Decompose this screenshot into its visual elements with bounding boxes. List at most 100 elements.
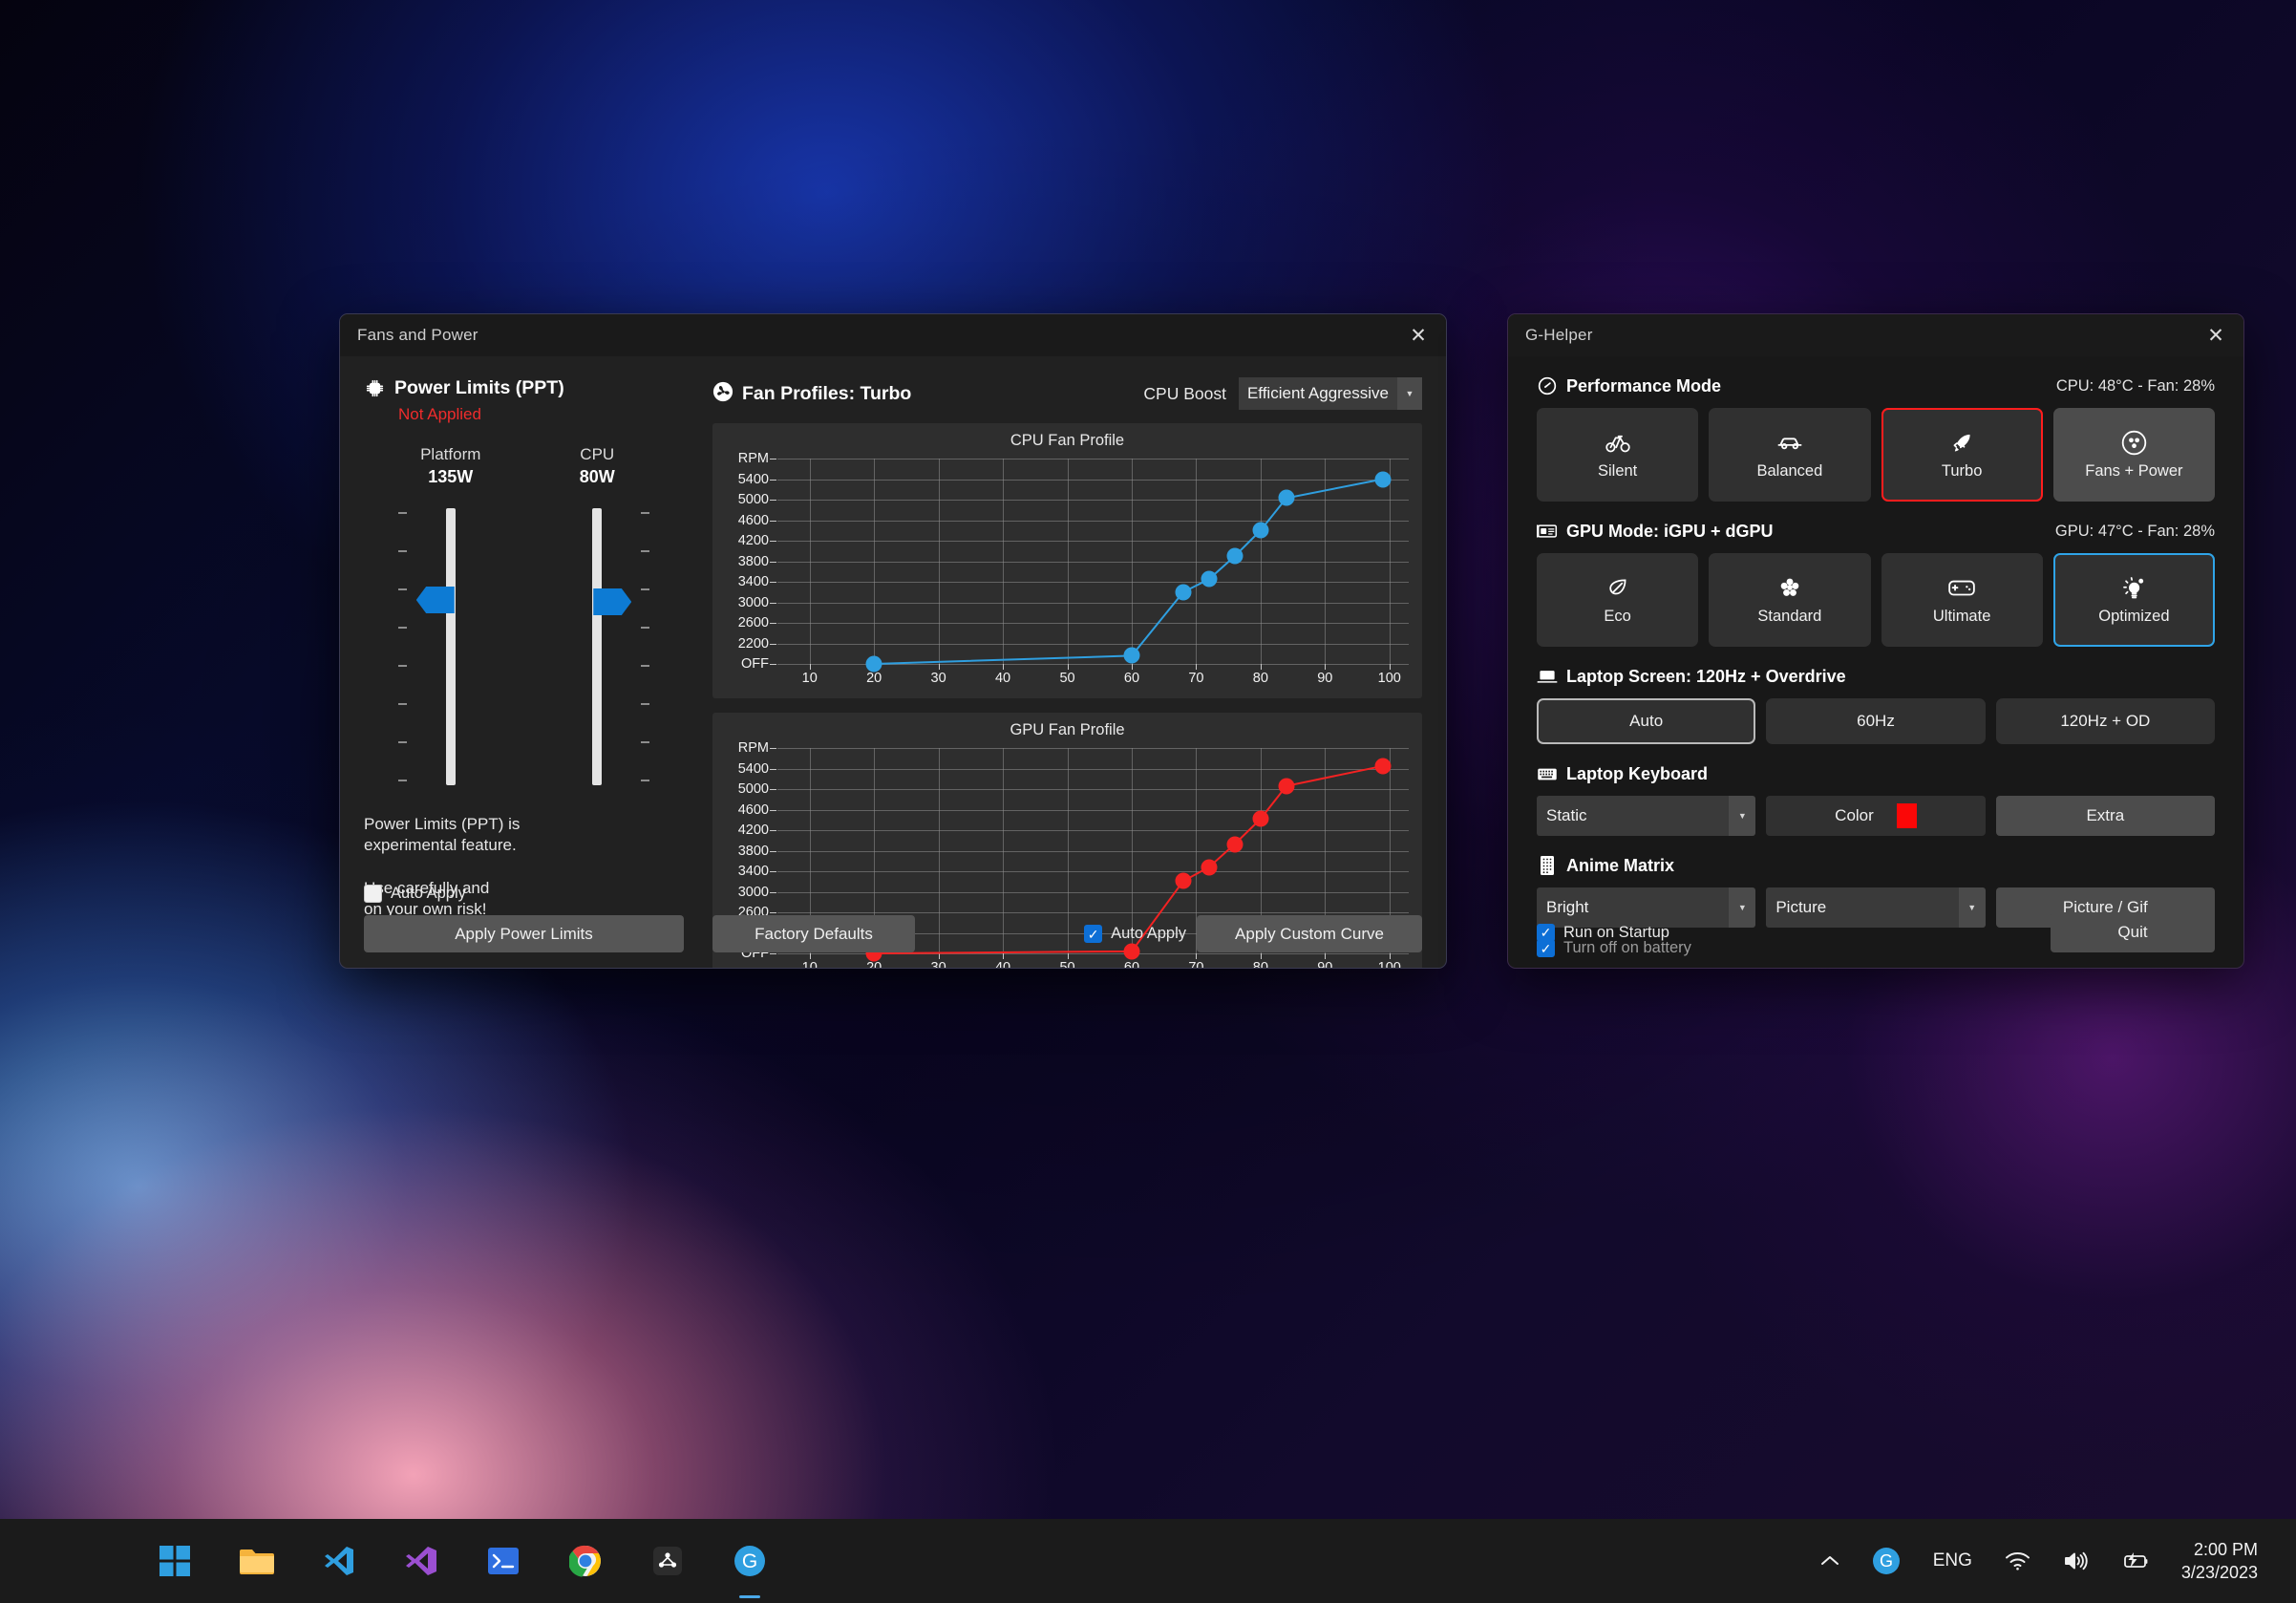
svg-text:G: G: [742, 1550, 757, 1572]
chart-data-point[interactable]: [1252, 522, 1269, 539]
performance-tile-turbo[interactable]: Turbo: [1881, 408, 2043, 502]
chart-data-point[interactable]: [1226, 547, 1244, 565]
chart-data-point[interactable]: [1123, 647, 1140, 664]
gpu-tile-ultimate[interactable]: Ultimate: [1881, 553, 2043, 647]
factory-defaults-button[interactable]: Factory Defaults: [712, 915, 915, 952]
keyboard-mode-value: Static: [1537, 796, 1730, 836]
chart-data-point[interactable]: [1201, 570, 1218, 588]
chart-x-label: 10: [801, 960, 818, 969]
chart-x-tick: [1260, 953, 1262, 959]
cpu-slider-ticks: [641, 508, 649, 785]
chart-y-tick: [770, 912, 776, 913]
chart-data-point[interactable]: [1123, 943, 1140, 960]
chart-gridline: [1067, 748, 1069, 953]
chart-gridline: [777, 664, 1409, 665]
chart-gridline: [777, 623, 1409, 624]
chart-gridline: [777, 459, 1409, 460]
chart-gridline: [777, 643, 1409, 645]
start-icon[interactable]: [134, 1519, 216, 1603]
battery-charging-icon[interactable]: [2105, 1519, 2166, 1603]
chevron-down-icon[interactable]: ▼: [1958, 887, 1986, 928]
anime-turn-off-row[interactable]: Turn off on battery: [1537, 939, 2215, 957]
ppt-auto-apply-row[interactable]: Auto Apply: [364, 885, 684, 903]
cpu-slider-thumb[interactable]: [593, 588, 632, 615]
tray-g-helper-icon[interactable]: G: [1856, 1519, 1917, 1603]
performance-mode-header: Performance Mode CPU: 48°C - Fan: 28%: [1537, 375, 2215, 396]
apply-power-limits-button[interactable]: Apply Power Limits: [364, 915, 684, 952]
curve-auto-apply-row[interactable]: Auto Apply: [1084, 925, 1186, 943]
screen-option-60hz[interactable]: 60Hz: [1766, 698, 1986, 744]
cpu-boost-dropdown[interactable]: Efficient Aggressive ▼: [1238, 377, 1422, 410]
performance-tile-balanced[interactable]: Balanced: [1709, 408, 1871, 502]
chart-data-point[interactable]: [1374, 471, 1392, 487]
platform-power-slider[interactable]: [377, 508, 524, 785]
chart-x-label: 20: [866, 671, 882, 686]
screen-option-auto[interactable]: Auto: [1537, 698, 1756, 744]
chevron-down-icon[interactable]: ▼: [1729, 796, 1756, 836]
chart-series-line: [874, 478, 1384, 665]
chart-data-point[interactable]: [1278, 489, 1295, 506]
chart-data-point[interactable]: [1374, 758, 1392, 775]
platform-slider-track[interactable]: [445, 508, 456, 785]
cpu-power-slider[interactable]: [524, 508, 671, 785]
keyboard-mode-dropdown[interactable]: Static ▼: [1537, 796, 1756, 836]
gpu-tile-label: Optimized: [2098, 608, 2170, 625]
performance-tile-silent[interactable]: Silent: [1537, 408, 1699, 502]
platform-slider-thumb[interactable]: [415, 587, 455, 613]
chart-gridline: [1196, 459, 1198, 664]
show-hidden-icons-chevron[interactable]: [1804, 1519, 1856, 1603]
visual-studio-icon[interactable]: [380, 1519, 462, 1603]
clock[interactable]: 2:00 PM 3/23/2023: [2166, 1538, 2269, 1585]
gpu-card-icon: [1537, 521, 1558, 542]
gpu-tile-optimized[interactable]: Optimized: [2052, 553, 2215, 647]
app-icon[interactable]: [627, 1519, 709, 1603]
run-on-startup-checkbox[interactable]: [1537, 923, 1555, 942]
terminal-icon[interactable]: [462, 1519, 544, 1603]
gpu-tile-standard[interactable]: Standard: [1709, 553, 1871, 647]
anime-brightness-dropdown[interactable]: Bright ▼: [1537, 887, 1756, 928]
ppt-auto-apply-checkbox[interactable]: [364, 885, 382, 903]
gpu-tile-eco[interactable]: Eco: [1537, 553, 1699, 647]
chevron-down-icon[interactable]: ▼: [1729, 887, 1756, 928]
chart-data-point[interactable]: [1278, 778, 1295, 795]
chart-data-point[interactable]: [1175, 872, 1192, 889]
run-on-startup-row[interactable]: Run on Startup: [1537, 923, 1669, 942]
chart-y-tick: [770, 809, 776, 811]
keyboard-color-button[interactable]: Color: [1766, 796, 1986, 836]
chart-x-label: 90: [1317, 960, 1333, 969]
car-icon: [1775, 429, 1804, 456]
cpu-chart-plot-area[interactable]: RPM 5400 5000 4600 4200 3800 3400 3000 2600 2200 O…: [738, 451, 1409, 686]
keyboard-color-swatch[interactable]: [1896, 803, 1917, 828]
chart-data-point[interactable]: [865, 655, 882, 673]
chevron-down-icon[interactable]: ▼: [1397, 377, 1422, 410]
screen-option-120hz-od[interactable]: 120Hz + OD: [1995, 698, 2215, 744]
chart-data-point[interactable]: [1252, 810, 1269, 827]
cpu-slider-track[interactable]: [592, 508, 603, 785]
volume-icon[interactable]: [2047, 1519, 2105, 1603]
cpu-fan-profile-chart[interactable]: CPU Fan Profile RPM 5400 5000 4600 4200 3800 3…: [712, 423, 1422, 698]
chart-data-point[interactable]: [1175, 584, 1192, 601]
chart-x-label: 60: [1123, 960, 1140, 969]
anime-content-dropdown[interactable]: Picture ▼: [1766, 887, 1986, 928]
warning-line-4: on your own risk!: [364, 900, 487, 919]
file-explorer-icon[interactable]: [216, 1519, 298, 1603]
apply-custom-curve-button[interactable]: Apply Custom Curve: [1197, 915, 1422, 952]
close-icon[interactable]: ✕: [2207, 324, 2224, 347]
g-helper-icon[interactable]: G: [709, 1519, 791, 1603]
wifi-icon[interactable]: [1988, 1519, 2047, 1603]
chart-x-label: 90: [1317, 671, 1333, 686]
language-indicator[interactable]: ENG: [1917, 1519, 1988, 1603]
chart-y-tick: [770, 561, 776, 563]
performance-tile-fans-power[interactable]: Fans + Power: [2052, 408, 2215, 502]
chart-data-point[interactable]: [1201, 859, 1218, 876]
chart-data-point[interactable]: [1226, 836, 1244, 852]
quit-button[interactable]: Quit: [2051, 912, 2215, 952]
close-icon[interactable]: ✕: [1410, 324, 1427, 347]
chart-x-tick: [809, 953, 811, 959]
curve-auto-apply-checkbox[interactable]: [1084, 925, 1103, 943]
chrome-icon[interactable]: [544, 1519, 627, 1603]
performance-tile-label: Fans + Power: [2085, 462, 2183, 480]
chart-gridline: [777, 561, 1409, 563]
vscode-icon[interactable]: [298, 1519, 380, 1603]
keyboard-extra-button[interactable]: Extra: [1995, 796, 2215, 836]
